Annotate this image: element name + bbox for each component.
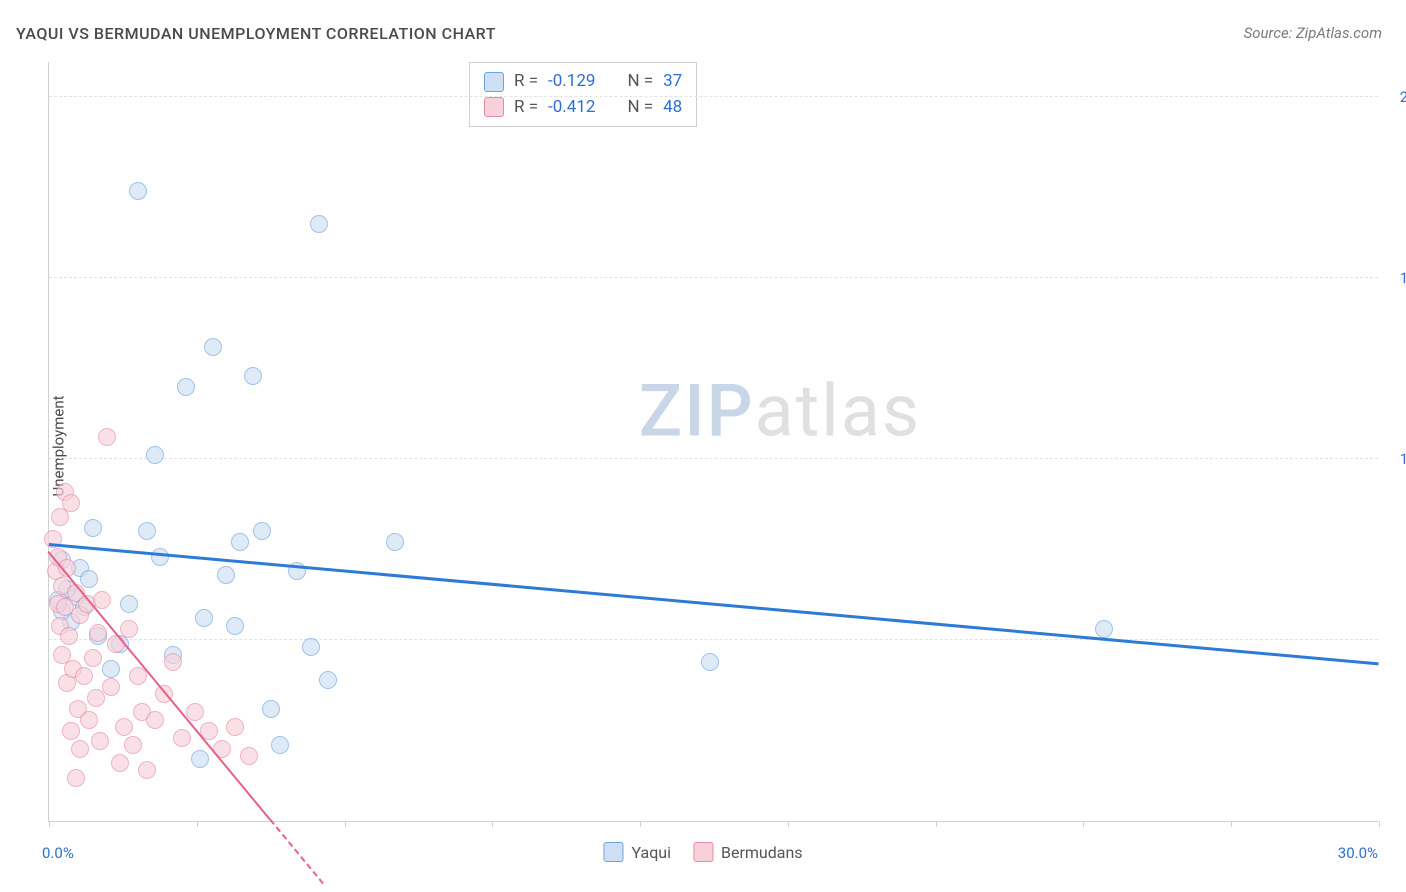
- legend-swatch: [484, 72, 504, 92]
- scatter-point: [93, 591, 111, 609]
- stats-row: R = -0.412 N = 48: [484, 95, 682, 121]
- scatter-point: [71, 740, 89, 758]
- scatter-point: [62, 494, 80, 512]
- x-tick: [49, 821, 50, 827]
- scatter-point: [80, 711, 98, 729]
- scatter-point: [302, 638, 320, 656]
- legend-label: Bermudans: [721, 843, 803, 862]
- legend-swatch: [484, 97, 504, 117]
- scatter-point: [111, 754, 129, 772]
- scatter-point: [271, 736, 289, 754]
- scatter-point: [217, 566, 235, 584]
- scatter-point: [195, 609, 213, 627]
- scatter-point: [146, 446, 164, 464]
- scatter-point: [124, 736, 142, 754]
- scatter-point: [226, 718, 244, 736]
- scatter-point: [102, 678, 120, 696]
- legend-label: Yaqui: [631, 843, 671, 862]
- stats-row: R = -0.129 N = 37: [484, 69, 682, 95]
- legend-item: Bermudans: [693, 842, 803, 862]
- scatter-point: [386, 533, 404, 551]
- legend-item: Yaqui: [603, 842, 671, 862]
- watermark-zip: ZIP: [639, 369, 755, 454]
- scatter-point: [80, 570, 98, 588]
- scatter-point: [98, 428, 116, 446]
- scatter-point: [173, 729, 191, 747]
- stats-r-value: -0.412: [548, 95, 595, 121]
- scatter-point: [244, 367, 262, 385]
- y-tick-label: 15.0%: [1400, 269, 1406, 287]
- x-tick: [640, 821, 641, 827]
- scatter-point: [319, 671, 337, 689]
- scatter-point: [186, 703, 204, 721]
- scatter-point: [62, 722, 80, 740]
- scatter-point: [67, 769, 85, 787]
- x-axis-min-label: 0.0%: [42, 844, 74, 862]
- chart-source: Source: ZipAtlas.com: [1244, 24, 1382, 42]
- x-tick: [936, 821, 937, 827]
- watermark: ZIPatlas: [639, 369, 921, 454]
- scatter-point: [138, 522, 156, 540]
- scatter-point: [129, 182, 147, 200]
- scatter-point: [1095, 620, 1113, 638]
- scatter-point: [91, 732, 109, 750]
- scatter-point: [138, 761, 156, 779]
- x-tick: [197, 821, 198, 827]
- scatter-point: [115, 718, 133, 736]
- stats-n-label: N =: [627, 69, 653, 95]
- stats-r-value: -0.129: [548, 69, 595, 95]
- scatter-point: [84, 649, 102, 667]
- chart-title: YAQUI VS BERMUDAN UNEMPLOYMENT CORRELATI…: [16, 24, 496, 43]
- scatter-point: [120, 595, 138, 613]
- scatter-point: [107, 635, 125, 653]
- stats-n-value: 37: [663, 69, 682, 95]
- scatter-point: [164, 653, 182, 671]
- scatter-point: [120, 620, 138, 638]
- watermark-atlas: atlas: [755, 369, 922, 454]
- legend-swatch: [603, 842, 623, 862]
- plot-area: ZIPatlas R =-0.129N =37R =-0.412N =48 5.…: [48, 62, 1378, 822]
- scatter-point: [177, 378, 195, 396]
- x-tick: [492, 821, 493, 827]
- scatter-point: [84, 519, 102, 537]
- stats-box: R = -0.129 N = 37 R = -0.412 N = 48: [469, 62, 697, 127]
- stats-n-value: 48: [663, 95, 682, 121]
- regression-line: [269, 819, 324, 885]
- gridline: [49, 96, 1378, 97]
- x-tick: [1379, 821, 1380, 827]
- stats-r-label: R =: [514, 95, 538, 121]
- gridline: [49, 639, 1378, 640]
- x-tick: [1083, 821, 1084, 827]
- scatter-point: [240, 747, 258, 765]
- scatter-point: [60, 627, 78, 645]
- y-tick-label: 20.0%: [1400, 88, 1406, 106]
- scatter-point: [87, 689, 105, 707]
- regression-line: [49, 543, 1379, 665]
- scatter-point: [102, 660, 120, 678]
- x-axis-max-label: 30.0%: [1338, 844, 1378, 862]
- scatter-point: [231, 533, 249, 551]
- scatter-point: [253, 522, 271, 540]
- stats-n-label: N =: [627, 95, 653, 121]
- scatter-point: [310, 215, 328, 233]
- scatter-point: [146, 711, 164, 729]
- x-tick: [788, 821, 789, 827]
- chart-container: YAQUI VS BERMUDAN UNEMPLOYMENT CORRELATI…: [0, 0, 1406, 892]
- scatter-point: [75, 667, 93, 685]
- y-tick-label: 10.0%: [1400, 450, 1406, 468]
- scatter-point: [151, 548, 169, 566]
- gridline: [49, 458, 1378, 459]
- scatter-point: [262, 700, 280, 718]
- scatter-point: [89, 624, 107, 642]
- scatter-point: [204, 338, 222, 356]
- scatter-point: [226, 617, 244, 635]
- gridline: [49, 277, 1378, 278]
- stats-r-label: R =: [514, 69, 538, 95]
- scatter-point: [701, 653, 719, 671]
- x-tick: [1231, 821, 1232, 827]
- x-tick: [345, 821, 346, 827]
- bottom-legend: Yaqui Bermudans: [603, 842, 802, 862]
- scatter-point: [191, 750, 209, 768]
- legend-swatch: [693, 842, 713, 862]
